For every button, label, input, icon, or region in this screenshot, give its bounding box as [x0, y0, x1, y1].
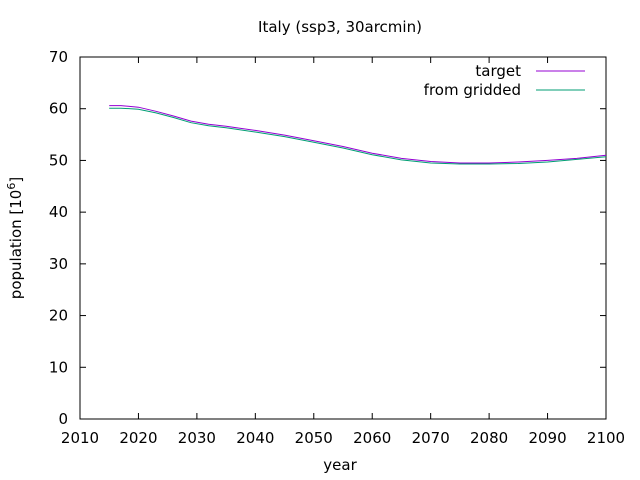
series-line-target: [109, 105, 607, 164]
y-axis: 0 10 20 30 40 50 60 70: [49, 48, 606, 428]
y-tick-label: 20: [49, 307, 68, 325]
y-axis-label-end: ]: [7, 177, 25, 183]
y-tick-label: 40: [49, 203, 68, 221]
series-line-from-gridded: [109, 107, 607, 165]
x-tick-label: 2010: [61, 429, 99, 447]
x-tick-label: 2080: [470, 429, 508, 447]
y-tick-label: 30: [49, 255, 68, 273]
plot-frame: [79, 56, 607, 420]
series-lines: [109, 105, 607, 165]
y-tick-label: 70: [49, 48, 68, 66]
x-axis-label: year: [323, 456, 357, 474]
x-tick-label: 2090: [528, 429, 566, 447]
y-tick-label: 50: [49, 151, 68, 169]
y-tick-label: 0: [58, 410, 68, 428]
chart-title: Italy (ssp3, 30arcmin): [258, 18, 422, 36]
x-tick-label: 2060: [353, 429, 391, 447]
x-tick-label: 2070: [412, 429, 450, 447]
y-axis-label: population [106]: [5, 177, 25, 299]
legend-label-target: target: [475, 62, 521, 80]
y-axis-label-main: population [10: [7, 190, 25, 300]
y-axis-label-superscript: 6: [5, 183, 18, 190]
y-tick-label: 10: [49, 358, 68, 376]
x-tick-label: 2040: [236, 429, 274, 447]
x-tick-label: 2030: [178, 429, 216, 447]
y-tick-label: 60: [49, 100, 68, 118]
x-tick-label: 2100: [587, 429, 625, 447]
legend-label-from-gridded: from gridded: [424, 81, 521, 99]
x-axis: 2010 2020 2030 2040 2050 2060 2070 2080 2090 2100: [61, 57, 625, 447]
x-tick-label: 2050: [295, 429, 333, 447]
x-tick-label: 2020: [119, 429, 157, 447]
